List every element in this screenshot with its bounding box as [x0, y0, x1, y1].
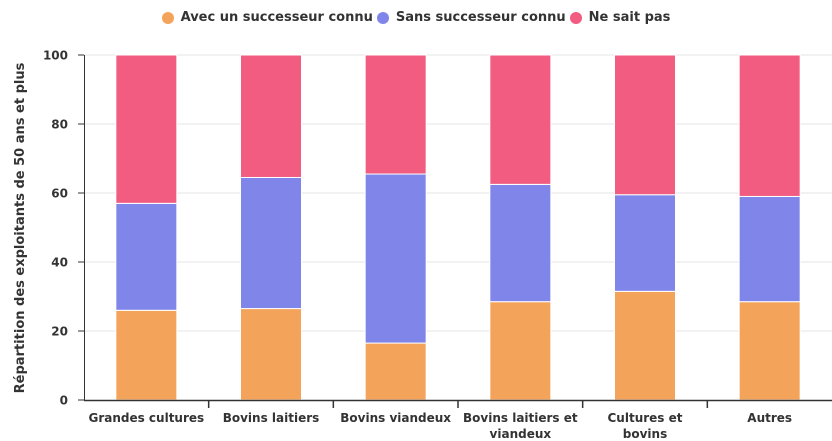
bar-autres-sans-successeur-connu[interactable] [739, 196, 800, 301]
y-tick-label-80: 80 [51, 118, 68, 132]
x-tick-label-cultures-et-bovins: Cultures et bovins [608, 411, 683, 441]
y-tick-label-20: 20 [51, 325, 68, 339]
y-tick-label-60: 60 [51, 187, 68, 201]
bar-grandes-cultures-avec-un-successeur-connu[interactable] [116, 310, 177, 400]
bar-bovins-laitiers-et-viandeux-avec-un-successeur-connu[interactable] [490, 302, 551, 400]
bar-cultures-et-bovins-sans-successeur-connu[interactable] [615, 195, 676, 292]
x-tick-label-bovins-laitiers: Bovins laitiers [223, 411, 320, 425]
x-tick-label-bovins-viandeux: Bovins viandeux [340, 411, 451, 425]
x-tick-label-grandes-cultures: Grandes cultures [88, 411, 204, 425]
y-tick-label-100: 100 [43, 49, 68, 63]
bar-bovins-laitiers-ne-sait-pas[interactable] [241, 55, 302, 177]
bar-cultures-et-bovins-avec-un-successeur-connu[interactable] [615, 291, 676, 400]
y-tick-label-40: 40 [51, 256, 68, 270]
y-tick-label-0: 0 [60, 394, 68, 408]
bar-bovins-laitiers-et-viandeux-sans-successeur-connu[interactable] [490, 184, 551, 301]
bar-bovins-viandeux-ne-sait-pas[interactable] [365, 55, 426, 174]
bar-bovins-viandeux-avec-un-successeur-connu[interactable] [365, 343, 426, 400]
bar-bovins-laitiers-avec-un-successeur-connu[interactable] [241, 309, 302, 400]
bar-bovins-laitiers-et-viandeux-ne-sait-pas[interactable] [490, 55, 551, 184]
x-tick-label-autres: Autres [747, 411, 792, 425]
bar-autres-ne-sait-pas[interactable] [739, 55, 800, 196]
bars [116, 55, 800, 400]
grid-lines [84, 55, 832, 331]
bar-grandes-cultures-sans-successeur-connu[interactable] [116, 203, 177, 310]
bar-bovins-laitiers-sans-successeur-connu[interactable] [241, 177, 302, 308]
bar-grandes-cultures-ne-sait-pas[interactable] [116, 55, 177, 203]
bar-autres-avec-un-successeur-connu[interactable] [739, 302, 800, 400]
bar-bovins-viandeux-sans-successeur-connu[interactable] [365, 174, 426, 343]
bar-cultures-et-bovins-ne-sait-pas[interactable] [615, 55, 676, 195]
y-axis-label: Répartition des exploitants de 50 ans et… [13, 62, 28, 393]
x-tick-label-bovins-laitiers-et-viandeux: Bovins laitiers et viandeux [463, 411, 578, 441]
